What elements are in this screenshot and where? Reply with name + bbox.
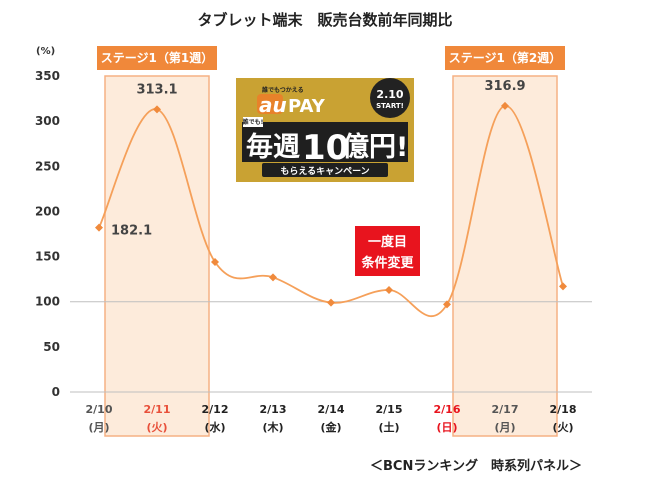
source-label: ＜BCNランキング 時系列パネル＞ — [370, 458, 582, 474]
data-point — [211, 257, 219, 266]
y-tick-label: 300 — [35, 114, 60, 128]
banner-sub-plate — [262, 163, 388, 177]
banner-date: 2.10 — [376, 88, 403, 101]
highlight-bands — [104, 75, 558, 437]
data-point — [385, 285, 393, 294]
banner-tag-bg — [243, 117, 263, 127]
stage-label: ステージ1（第1週） — [101, 50, 213, 65]
x-tick-labels: 2/10 (月) 2/11 (火) 2/12 (水) 2/13 (木) 2/14 (金) 2/15 (… — [86, 403, 577, 434]
data-point — [443, 300, 451, 309]
y-tick-label: 200 — [35, 204, 60, 218]
y-tick-labels: 0 50 100 150 200 250 300 350 — [35, 69, 60, 399]
series-line — [95, 101, 567, 318]
stage-label: ステージ1（第2週） — [449, 50, 561, 65]
x-day-label: (金) — [320, 420, 341, 434]
au-logo-mark — [257, 94, 283, 114]
x-tick-label: 2/18 — [550, 403, 577, 416]
banner-pay: PAY — [288, 96, 326, 117]
data-point — [501, 101, 509, 110]
y-tick-label: 0 — [52, 385, 60, 399]
chart-title: タブレット端末 販売台数前年同期比 — [197, 11, 452, 29]
banner-main-plate — [242, 122, 408, 162]
stage-labels: ステージ1（第1週） ステージ1（第2週） — [97, 46, 565, 70]
y-tick-label: 50 — [43, 340, 60, 354]
x-day-label: (火) — [552, 421, 573, 434]
highlight-band — [104, 75, 210, 437]
y-unit-label: (%) — [36, 46, 55, 57]
annotation-box: 一度目 条件変更 — [355, 226, 420, 276]
annotation-line-2: 条件変更 — [361, 255, 414, 271]
banner-main-right: 億円! — [342, 132, 408, 163]
annotation-background — [355, 226, 420, 276]
x-tick-label: 2/12 — [202, 403, 229, 416]
y-tick-label: 100 — [35, 295, 60, 309]
data-label: 316.9 — [484, 79, 525, 94]
y-tick-label: 350 — [35, 69, 60, 83]
highlight-band — [452, 75, 558, 437]
x-tick-label: 2/11 — [144, 403, 171, 416]
y-tick-label: 150 — [35, 250, 60, 264]
data-point — [327, 298, 335, 307]
x-tick-label: 2/17 — [492, 403, 519, 416]
x-day-label: (土) — [378, 420, 399, 434]
data-point — [269, 273, 277, 282]
stage-label-background — [97, 46, 217, 70]
x-tick-label: 2/15 — [376, 403, 403, 416]
banner-tag: 誰でも! — [243, 118, 264, 126]
x-tick-label: 2/13 — [260, 403, 287, 416]
x-day-label: (水) — [204, 420, 225, 434]
data-point — [559, 282, 567, 291]
data-labels: 182.1 313.1 316.9 — [111, 79, 526, 239]
banner-main-left: 毎週 — [246, 132, 300, 163]
banner-sub: もらえるキャンペーン — [280, 166, 369, 177]
x-day-label: (火) — [146, 421, 167, 434]
banner-brand: au — [259, 93, 287, 117]
x-tick-label: 2/14 — [318, 403, 345, 416]
x-tick-label: 2/16 — [434, 403, 461, 416]
campaign-banner: 誰でもつかえる au PAY 2.10 START! 誰でも! 毎週 10 億円… — [236, 78, 414, 182]
x-day-label: (月) — [88, 421, 109, 434]
x-tick-label: 2/10 — [86, 403, 113, 416]
banner-date-badge — [370, 78, 410, 118]
series-path — [98, 104, 564, 318]
banner-small-text: 誰でもつかえる — [262, 86, 304, 94]
x-day-label: (月) — [494, 421, 515, 434]
data-point — [153, 105, 161, 114]
banner-main-number: 10 — [302, 128, 349, 168]
x-day-label: (日) — [436, 421, 457, 434]
data-point — [95, 223, 103, 232]
data-label: 313.1 — [136, 82, 177, 97]
stage-label-background — [445, 46, 565, 70]
data-label: 182.1 — [111, 224, 152, 239]
x-day-label: (木) — [262, 420, 283, 434]
annotation-line-1: 一度目 — [368, 234, 407, 250]
banner-start: START! — [376, 102, 404, 110]
y-tick-label: 250 — [35, 159, 60, 173]
